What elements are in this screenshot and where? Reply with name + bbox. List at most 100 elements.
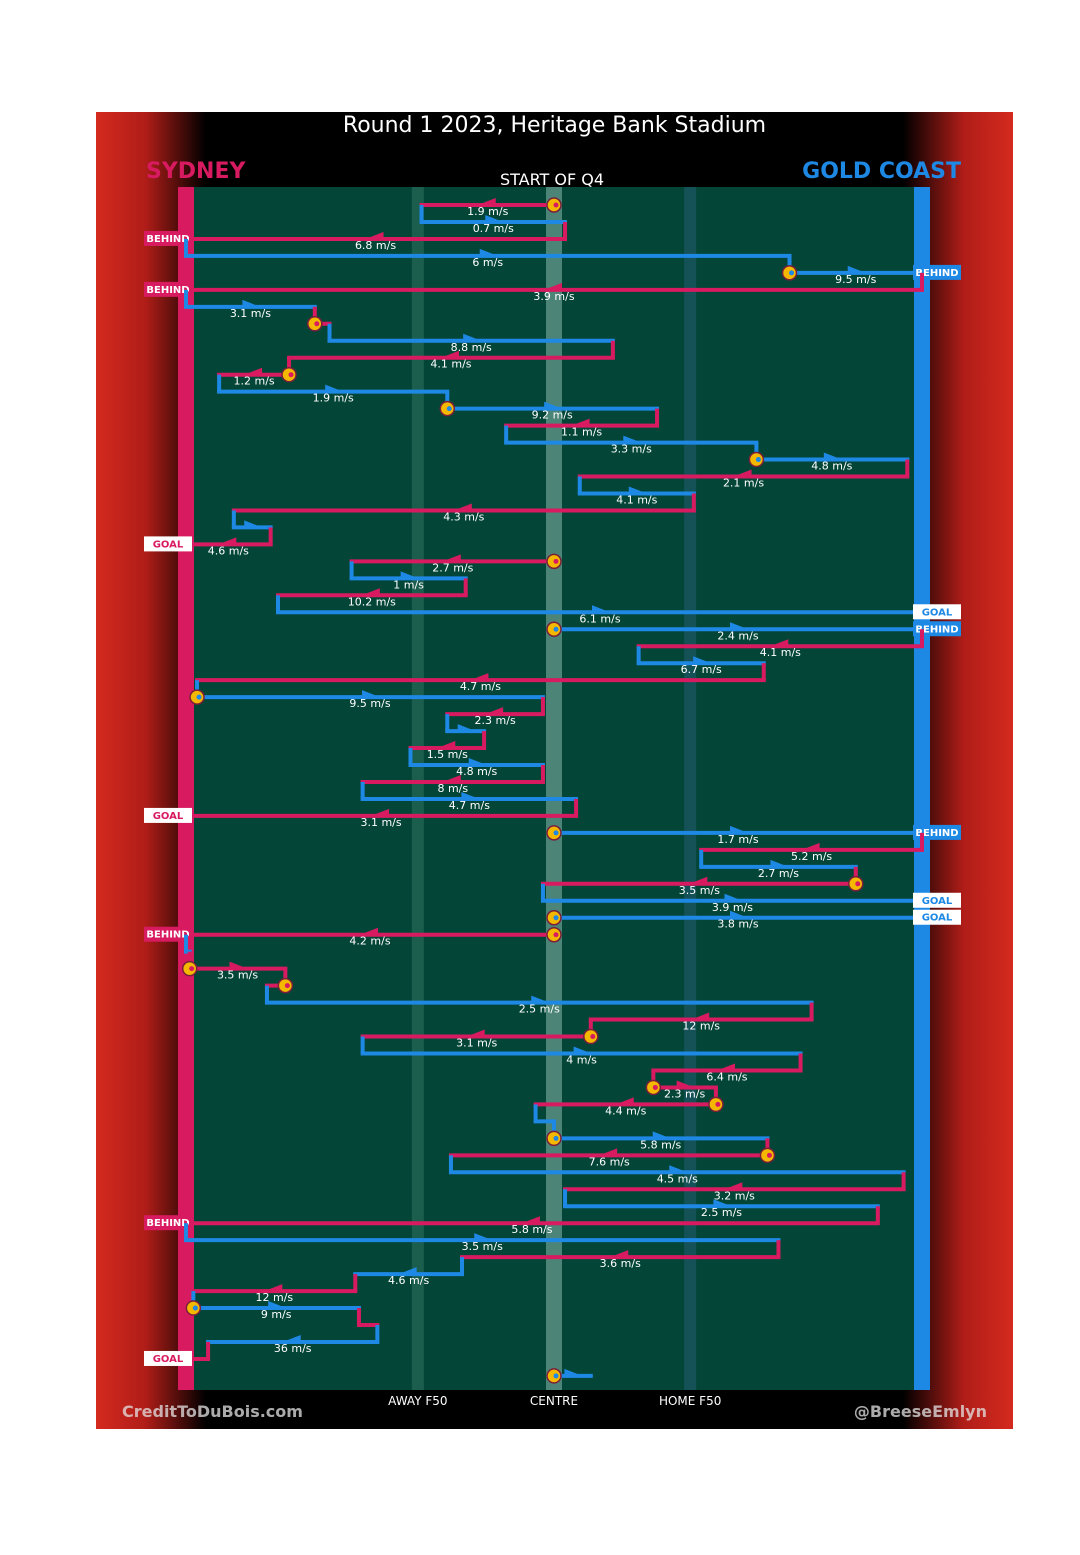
direction-arrow xyxy=(325,384,344,392)
speed-label: 3.5 m/s xyxy=(217,969,258,982)
team-label-gold-coast: GOLD COAST xyxy=(802,159,961,184)
direction-arrow xyxy=(485,707,504,715)
direction-arrow xyxy=(242,299,261,307)
direction-arrow xyxy=(371,808,390,816)
speed-label: 5.8 m/s xyxy=(640,1138,681,1151)
stoppage-dot xyxy=(652,1084,658,1090)
stoppage-dot xyxy=(446,406,452,412)
direction-arrow xyxy=(847,265,866,273)
stoppage-dot xyxy=(288,372,294,378)
speed-label: 3.5 m/s xyxy=(679,884,720,897)
home-f50-band xyxy=(684,187,697,1390)
direction-arrow xyxy=(615,1097,634,1105)
direction-arrow xyxy=(652,1131,671,1139)
result-tag xyxy=(144,926,192,942)
direction-arrow xyxy=(485,214,504,222)
speed-label: 3.6 m/s xyxy=(600,1257,641,1270)
speed-label: 6.8 m/s xyxy=(355,239,396,252)
speed-label: 2.7 m/s xyxy=(758,867,799,880)
direction-arrow xyxy=(400,571,419,579)
stoppage-dot xyxy=(715,1101,721,1107)
result-tag-label: GOAL xyxy=(922,896,953,907)
speed-label: 1.9 m/s xyxy=(467,205,508,218)
speed-label: 1.2 m/s xyxy=(234,375,275,388)
speed-label: 2.3 m/s xyxy=(475,714,516,727)
speed-label: 7.6 m/s xyxy=(589,1155,630,1168)
result-tag xyxy=(913,621,961,637)
chain-chart: START OF Q4 AWAY F50 CENTRE HOME F50 1.9 m/s… xyxy=(144,170,961,1408)
speed-label: 9.5 m/s xyxy=(835,273,876,286)
direction-arrow xyxy=(716,1063,735,1071)
speed-label: 36 m/s xyxy=(274,1342,312,1355)
speed-label: 3.8 m/s xyxy=(717,918,758,931)
direction-arrow xyxy=(669,1165,688,1173)
direction-arrow xyxy=(573,1046,592,1054)
stoppage-dot xyxy=(590,1034,596,1040)
direction-arrow xyxy=(457,724,476,732)
speed-label: 6.7 m/s xyxy=(681,663,722,676)
direction-arrow xyxy=(531,995,550,1003)
stoppage-dot xyxy=(196,694,202,700)
speed-label: 1.1 m/s xyxy=(561,426,602,439)
result-tag-label: GOAL xyxy=(922,913,953,924)
direction-arrow xyxy=(244,520,263,528)
speed-label: 6.1 m/s xyxy=(579,612,620,625)
result-tag xyxy=(913,264,961,280)
result-tag-label: BEHIND xyxy=(146,930,189,941)
speed-label: 1.9 m/s xyxy=(313,392,354,405)
direction-arrow xyxy=(398,1267,417,1275)
direction-arrow xyxy=(724,893,743,901)
result-tag xyxy=(144,1215,192,1231)
direction-arrow xyxy=(470,673,489,681)
direction-arrow xyxy=(442,774,461,782)
direction-arrow xyxy=(268,1301,287,1309)
result-tag-label: BEHIND xyxy=(146,285,189,296)
direction-arrow xyxy=(691,1012,710,1020)
result-tag-label: BEHIND xyxy=(915,828,958,839)
direction-arrow xyxy=(730,622,748,630)
speed-label: 2.4 m/s xyxy=(717,629,758,642)
direction-arrow xyxy=(437,741,456,749)
axis-label-home-f50: HOME F50 xyxy=(659,1394,721,1408)
direction-arrow xyxy=(564,1368,583,1376)
stoppage-dot xyxy=(553,626,559,632)
speed-label: 4.2 m/s xyxy=(349,935,390,948)
result-tag xyxy=(913,824,961,840)
direction-arrow xyxy=(823,452,842,460)
speed-label: 6.4 m/s xyxy=(706,1070,747,1083)
stoppage-dot xyxy=(553,932,559,938)
direction-arrow xyxy=(229,961,248,969)
stoppage-dot xyxy=(766,1152,772,1158)
away-f50-band xyxy=(411,187,424,1390)
result-tag xyxy=(913,892,961,908)
direction-arrow xyxy=(801,842,820,850)
direction-arrow xyxy=(676,1080,695,1088)
speed-label: 2.3 m/s xyxy=(664,1087,705,1100)
direction-arrow xyxy=(730,825,748,833)
speed-label: 3.2 m/s xyxy=(714,1189,755,1202)
direction-arrow xyxy=(282,1334,301,1342)
result-tag-label: BEHIND xyxy=(915,624,958,635)
axis-label-away-f50: AWAY F50 xyxy=(388,1394,447,1408)
direction-arrow xyxy=(628,486,647,494)
speed-label: 3.5 m/s xyxy=(462,1240,503,1253)
result-tag xyxy=(913,604,961,620)
speed-label: 4.5 m/s xyxy=(657,1172,698,1185)
result-tag-label: GOAL xyxy=(153,539,184,550)
speed-label: 2.5 m/s xyxy=(519,1003,560,1016)
direction-arrow xyxy=(365,231,384,239)
result-tag xyxy=(144,536,192,552)
result-tag xyxy=(144,230,192,246)
result-tag-label: BEHIND xyxy=(146,234,189,245)
period-label: START OF Q4 xyxy=(500,170,604,189)
direction-arrow xyxy=(264,1284,283,1292)
stoppage-dot xyxy=(855,881,861,887)
direction-arrow xyxy=(468,758,487,766)
direction-arrow xyxy=(623,435,642,443)
direction-arrow xyxy=(713,1199,732,1207)
result-tag xyxy=(144,281,192,297)
direction-arrow xyxy=(453,503,472,511)
direction-arrow xyxy=(461,791,480,799)
speed-label: 12 m/s xyxy=(255,1291,293,1304)
stoppage-dot xyxy=(553,202,559,208)
